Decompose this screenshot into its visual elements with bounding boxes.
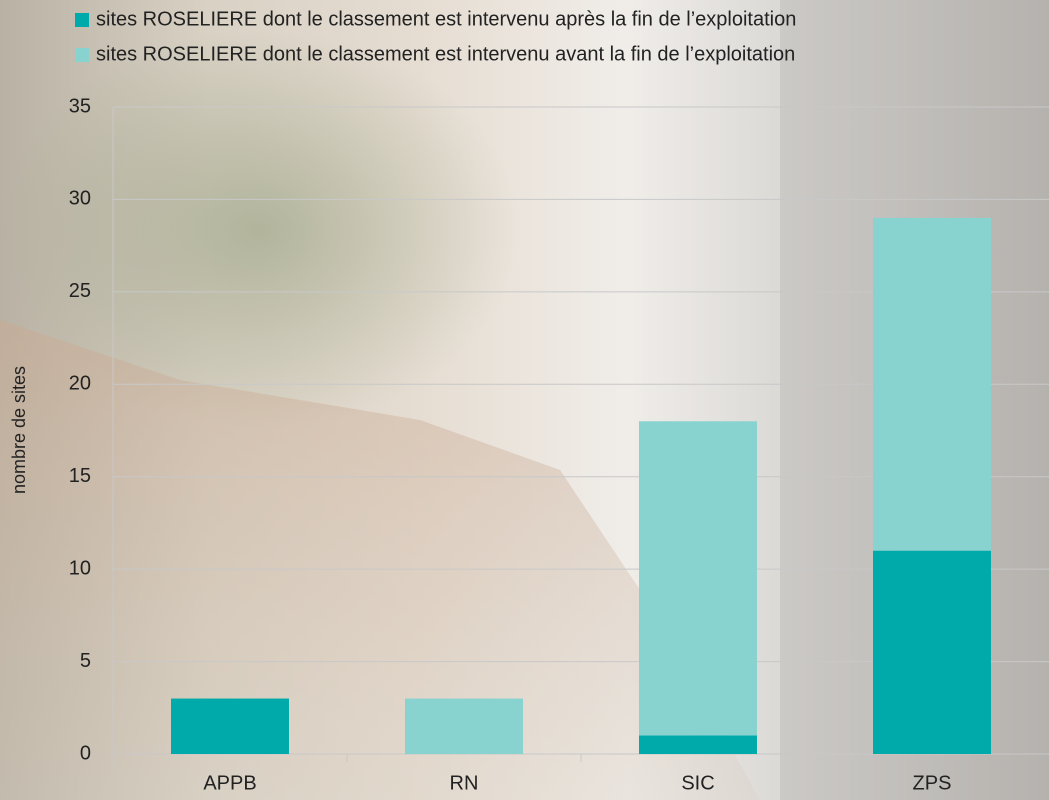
x-tick-label: RN: [450, 772, 479, 794]
y-tick-label: 15: [69, 465, 91, 487]
x-tick-label: APPB: [203, 772, 256, 794]
legend-swatch: [75, 13, 89, 27]
x-tick-label: SIC: [681, 772, 714, 794]
legend-swatch: [75, 48, 89, 62]
bar-segment: [171, 699, 289, 754]
bar-segment: [405, 699, 523, 754]
y-tick-label: 25: [69, 280, 91, 302]
page: sites ROSELIERE dont le classement est i…: [0, 0, 1049, 800]
bar-segment: [639, 421, 757, 735]
y-tick-label: 10: [69, 557, 91, 579]
x-tick-label: ZPS: [913, 772, 952, 794]
chart: sites ROSELIERE dont le classement est i…: [0, 0, 1049, 800]
y-tick-label: 35: [69, 95, 91, 117]
y-tick-label: 30: [69, 188, 91, 210]
bar-segment: [639, 736, 757, 754]
legend-label: sites ROSELIERE dont le classement est i…: [96, 8, 796, 30]
y-tick-label: 5: [80, 650, 91, 672]
y-axis-label: nombre de sites: [9, 366, 29, 494]
y-tick-label: 0: [80, 742, 91, 764]
bar-segment: [873, 551, 991, 754]
y-tick-label: 20: [69, 373, 91, 395]
legend-label: sites ROSELIERE dont le classement est i…: [96, 43, 795, 65]
bar-segment: [873, 218, 991, 551]
